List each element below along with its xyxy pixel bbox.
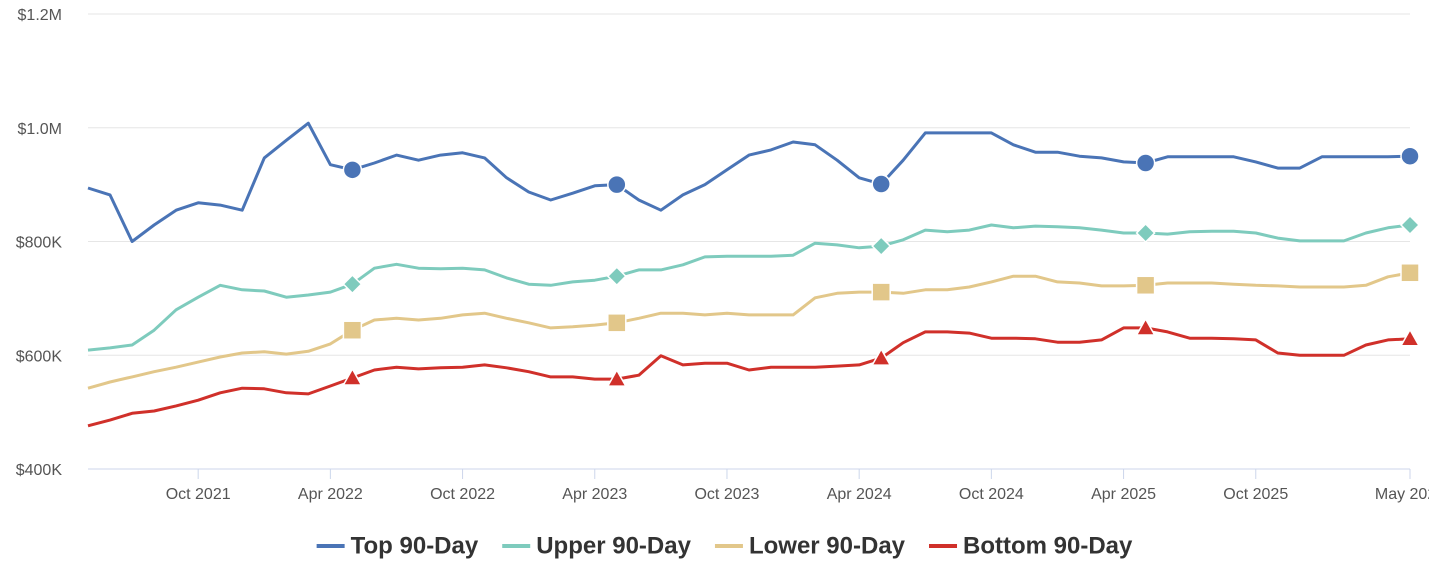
marker — [607, 174, 627, 195]
legend-label: Lower 90-Day — [749, 532, 906, 559]
series-line — [87, 223, 1411, 352]
marker — [870, 347, 892, 366]
marker — [606, 266, 627, 287]
marker — [1135, 275, 1156, 296]
marker — [607, 313, 627, 333]
marker — [1135, 153, 1156, 173]
x-tick-label: Oct 2022 — [430, 486, 495, 503]
y-tick-label: $1.2M — [18, 7, 62, 24]
series-line — [87, 271, 1411, 390]
marker — [1400, 263, 1420, 283]
x-tick-label: Apr 2025 — [1091, 486, 1156, 503]
x-tick-label: Oct 2025 — [1223, 486, 1288, 503]
y-tick-label: $600K — [16, 348, 63, 365]
marker — [871, 235, 892, 257]
y-tick-label: $800K — [16, 235, 63, 252]
marker — [871, 174, 891, 194]
legend-item: Bottom 90-Day — [929, 532, 1133, 559]
marker — [1400, 146, 1420, 166]
x-tick-label: Apr 2023 — [562, 486, 627, 503]
legend-label: Upper 90-Day — [536, 532, 691, 559]
y-tick-label: $400K — [16, 462, 63, 479]
series-line — [87, 121, 1411, 243]
marker — [342, 320, 363, 340]
marker — [606, 368, 628, 387]
marker — [1135, 317, 1156, 336]
legend-item: Upper 90-Day — [502, 532, 692, 559]
x-tick-label: May 2026 — [1375, 486, 1429, 503]
marker — [871, 282, 891, 302]
marker — [1399, 214, 1421, 236]
legend-item: Top 90-Day — [316, 532, 479, 559]
legend-item: Lower 90-Day — [714, 532, 906, 559]
x-tick-label: Oct 2023 — [694, 486, 759, 503]
marker — [1399, 328, 1421, 347]
marker — [342, 367, 363, 386]
x-tick-label: Oct 2024 — [959, 486, 1024, 503]
legend-label: Bottom 90-Day — [963, 532, 1133, 559]
legend-label: Top 90-Day — [351, 532, 479, 559]
x-tick-label: Apr 2022 — [298, 486, 363, 503]
marker — [342, 274, 363, 295]
y-tick-label: $1.0M — [18, 121, 62, 138]
x-tick-label: Apr 2024 — [827, 486, 892, 503]
marker — [1135, 222, 1156, 244]
marker — [342, 160, 363, 180]
x-tick-label: Oct 2021 — [166, 486, 231, 503]
series-line — [87, 326, 1411, 428]
legend: Top 90-Day Upper 90-Day Lower 90-Day Bottom… — [316, 532, 1133, 559]
